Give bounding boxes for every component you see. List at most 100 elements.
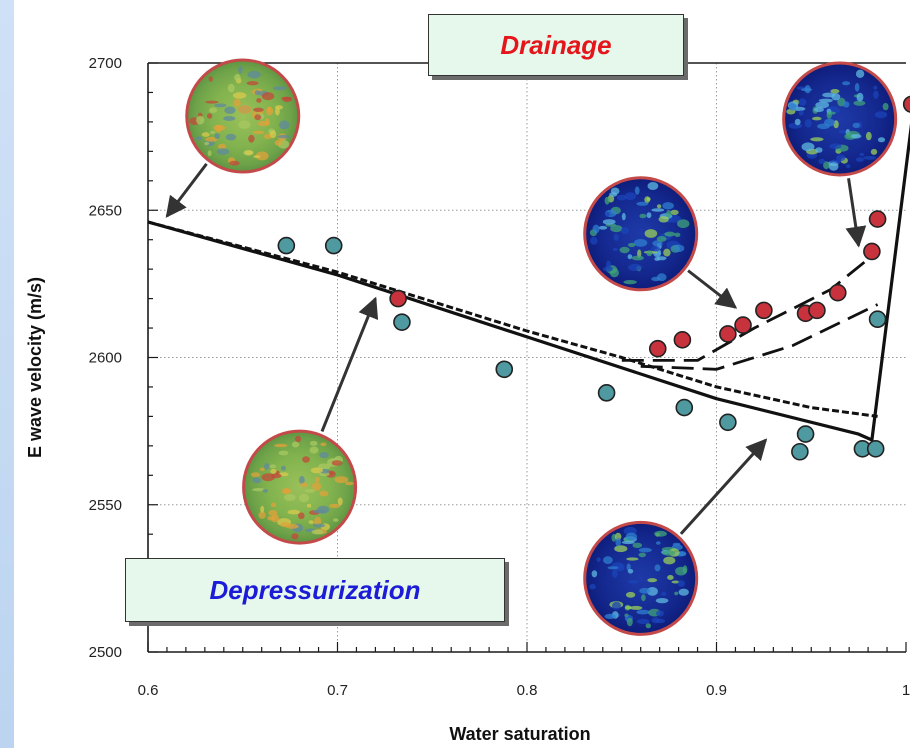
data-point-depressurization [393, 313, 411, 331]
scan-speckle [644, 196, 651, 204]
data-point-depressurization [495, 360, 514, 379]
scan-speckle [204, 141, 210, 146]
scan-speckle [632, 542, 643, 548]
scan-speckle [810, 137, 824, 142]
arrow-depressurization-scan-bottom [320, 296, 379, 432]
scan-speckle [830, 89, 840, 94]
scan-speckle [626, 557, 639, 561]
scan-speckle [647, 578, 658, 583]
scan-speckle [654, 618, 666, 624]
scan-speckle [262, 489, 269, 493]
scan-speckle [264, 463, 270, 470]
scan-speckle [661, 591, 667, 596]
scan-speckle [624, 192, 637, 201]
scan-speckle [614, 545, 628, 553]
scan-speckle [308, 520, 314, 524]
scan-speckle [603, 556, 613, 564]
scan-speckle [590, 236, 598, 245]
scan-speckle [209, 130, 216, 134]
scan-speckle [813, 107, 824, 113]
scan-speckle [332, 518, 339, 522]
scan-speckle [254, 90, 260, 96]
scan-speckle [625, 605, 632, 610]
scan-speckle [281, 96, 292, 101]
scan-speckle [302, 456, 310, 463]
scan-speckle [674, 232, 681, 237]
scan-speckle [229, 160, 240, 166]
drainage-callout: Drainage [428, 14, 684, 76]
scan-speckle [270, 502, 277, 508]
scan-speckle [656, 610, 665, 617]
x-tick-label: 0.8 [517, 682, 538, 699]
scan-speckle [656, 236, 667, 242]
scan-speckle [598, 225, 608, 230]
scan-speckle [639, 213, 647, 219]
scan-speckle [627, 580, 639, 584]
scan-speckle [619, 246, 630, 254]
scan-speckle [252, 488, 266, 492]
scan-speckle [264, 118, 270, 126]
data-point-depressurization [675, 398, 694, 417]
scan-speckle [320, 442, 327, 447]
data-point-drainage [902, 95, 910, 113]
scan-speckle [628, 263, 643, 271]
scan-speckle [627, 254, 633, 260]
scan-speckle [278, 450, 289, 456]
scan-speckle [614, 564, 625, 572]
scan-speckle [636, 201, 649, 206]
scan-speckle [604, 211, 610, 217]
scan-speckle [311, 482, 322, 491]
scan-speckle [205, 100, 219, 104]
scan-speckle [804, 119, 812, 128]
scan-speckle [306, 503, 312, 508]
depressurization-scan-top [185, 58, 301, 174]
scan-speckle [873, 90, 879, 99]
data-point-drainage [648, 339, 667, 358]
scan-speckle [298, 512, 305, 520]
scan-speckle [214, 133, 220, 140]
data-point-depressurization [866, 439, 885, 458]
scan-speckle [815, 147, 823, 153]
scan-speckle [284, 494, 296, 501]
scan-speckle [280, 522, 291, 528]
scan-speckle [654, 564, 661, 572]
scan-speckle [639, 587, 651, 594]
scan-speckle [828, 162, 839, 171]
scan-speckle [644, 229, 658, 238]
scan-speckle [268, 509, 278, 516]
scan-speckle [672, 542, 681, 546]
arrow-drainage-scan-top [845, 178, 867, 248]
scan-speckle [247, 70, 261, 79]
scan-speckle [656, 541, 661, 545]
scan-speckle [870, 148, 878, 155]
scan-speckle [621, 540, 635, 545]
scan-speckle [272, 86, 287, 91]
scan-speckle [607, 566, 619, 570]
scan-speckle [646, 212, 652, 219]
scan-speckle [675, 566, 687, 576]
scan-speckle [672, 244, 685, 253]
scan-speckle [621, 212, 626, 221]
scan-speckle [863, 156, 877, 160]
model-curve-dashed-1 [147, 220, 878, 418]
background-band [0, 0, 14, 748]
scan-speckle [627, 569, 634, 574]
scan-speckle [677, 219, 690, 229]
data-points [277, 95, 910, 461]
scan-speckle [655, 598, 669, 604]
y-tick-label: 2650 [89, 202, 122, 219]
scan-speckle [319, 452, 329, 459]
ct-scan-images [165, 58, 898, 636]
scan-speckle [261, 92, 275, 101]
scan-speckle [216, 148, 230, 155]
data-point-drainage [719, 325, 737, 343]
depressurization-scan-bottom [242, 429, 358, 545]
data-point-depressurization [719, 413, 737, 432]
scan-speckle [267, 106, 272, 113]
scan-speckle [295, 435, 302, 443]
scan-speckle [234, 73, 241, 82]
scan-speckle [256, 98, 262, 103]
scan-speckle [314, 516, 322, 526]
scan-speckle [625, 532, 638, 541]
